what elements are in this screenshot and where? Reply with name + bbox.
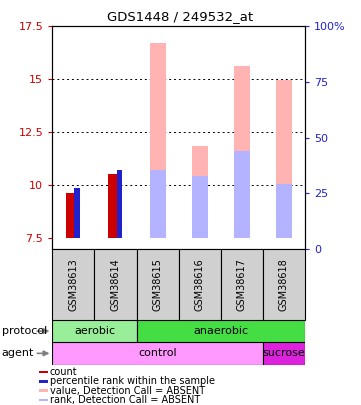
Text: percentile rank within the sample: percentile rank within the sample — [50, 376, 215, 386]
Text: protocol: protocol — [2, 326, 47, 336]
Bar — [39, 399, 48, 401]
Bar — [136, 249, 179, 320]
Text: GSM38613: GSM38613 — [68, 258, 78, 311]
Bar — [52, 320, 136, 342]
Bar — [234, 66, 250, 239]
Text: anaerobic: anaerobic — [193, 326, 248, 336]
Text: GDS1448 / 249532_at: GDS1448 / 249532_at — [108, 10, 253, 23]
Bar — [52, 342, 263, 364]
Bar — [52, 249, 95, 320]
Bar — [39, 371, 48, 373]
Bar — [108, 174, 117, 239]
Text: count: count — [50, 367, 77, 377]
Text: agent: agent — [2, 348, 34, 358]
Bar — [276, 184, 292, 239]
Bar — [95, 249, 136, 320]
Text: GSM38616: GSM38616 — [195, 258, 205, 311]
Text: GSM38615: GSM38615 — [153, 258, 163, 311]
Bar — [39, 390, 48, 392]
Bar — [192, 176, 208, 239]
Text: GSM38618: GSM38618 — [279, 258, 289, 311]
Text: rank, Detection Call = ABSENT: rank, Detection Call = ABSENT — [50, 394, 200, 405]
Bar — [234, 151, 250, 239]
Bar — [263, 249, 305, 320]
Text: aerobic: aerobic — [74, 326, 115, 336]
Bar — [150, 43, 166, 239]
Bar — [117, 170, 122, 239]
Bar — [263, 342, 305, 364]
Bar — [221, 249, 263, 320]
Bar — [136, 320, 305, 342]
Text: value, Detection Call = ABSENT: value, Detection Call = ABSENT — [50, 386, 205, 396]
Text: control: control — [138, 348, 177, 358]
Bar — [66, 193, 75, 239]
Bar — [39, 380, 48, 382]
Bar — [192, 146, 208, 239]
Bar — [179, 249, 221, 320]
Bar — [74, 188, 80, 239]
Text: sucrose: sucrose — [262, 348, 305, 358]
Text: GSM38617: GSM38617 — [237, 258, 247, 311]
Text: GSM38614: GSM38614 — [110, 258, 121, 311]
Bar — [150, 170, 166, 239]
Bar — [276, 81, 292, 239]
